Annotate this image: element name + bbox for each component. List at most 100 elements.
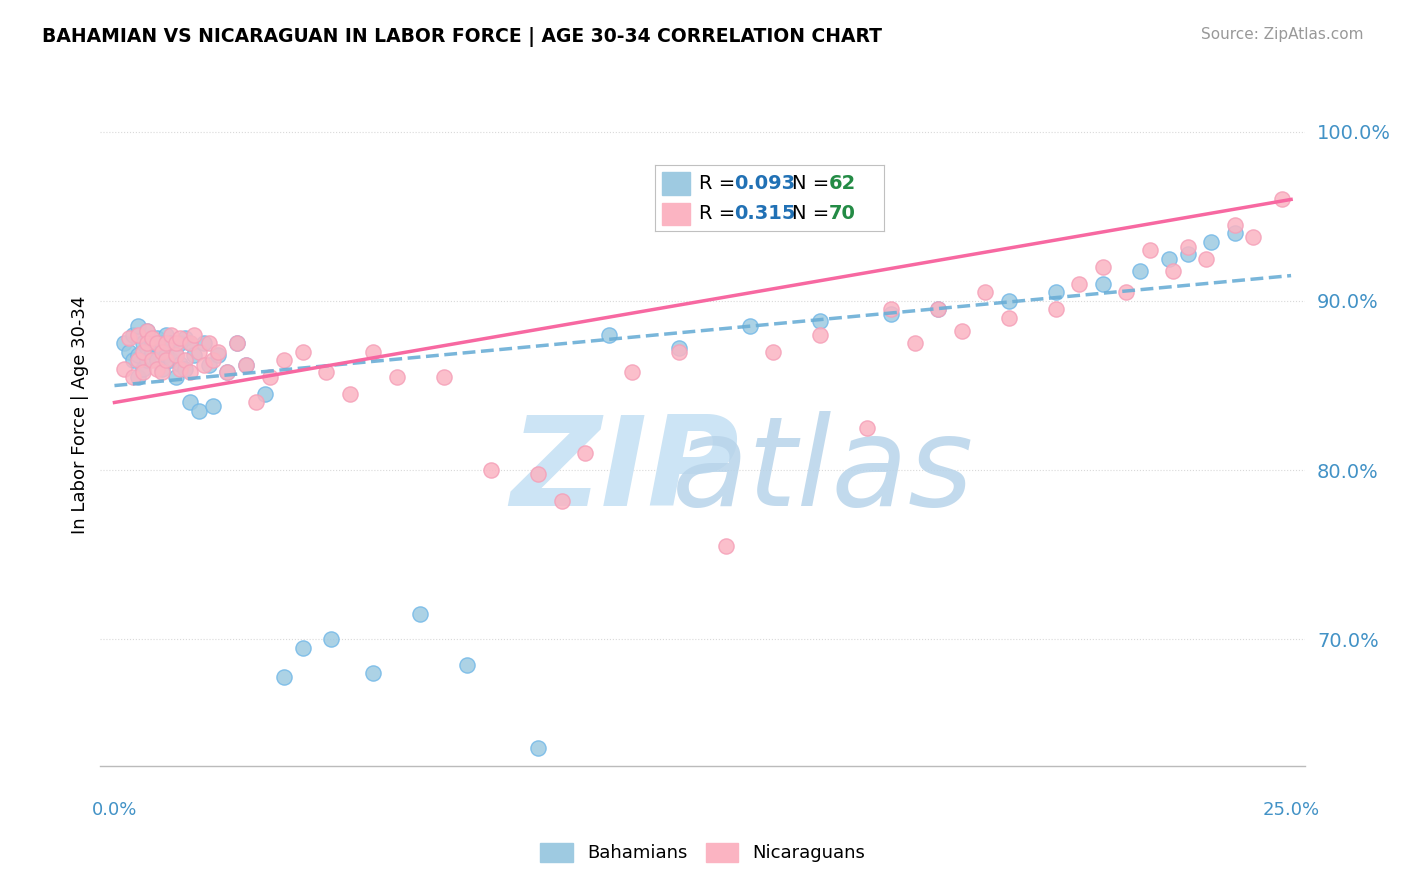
Point <box>131 361 153 376</box>
Point <box>160 327 183 342</box>
Point <box>409 607 432 621</box>
Point <box>598 327 620 342</box>
Point <box>315 365 337 379</box>
Point <box>1129 263 1152 277</box>
Point <box>165 370 187 384</box>
Point <box>127 319 149 334</box>
Text: atlas: atlas <box>672 411 974 532</box>
Point <box>254 387 277 401</box>
Point <box>1163 263 1185 277</box>
Legend: Bahamians, Nicaraguans: Bahamians, Nicaraguans <box>533 836 873 870</box>
Point <box>136 336 159 351</box>
Point <box>131 344 153 359</box>
Point <box>716 539 738 553</box>
Point <box>217 365 239 379</box>
Point <box>174 353 197 368</box>
Text: N =: N = <box>793 203 837 222</box>
Point <box>136 353 159 368</box>
Point <box>165 348 187 362</box>
Point <box>136 325 159 339</box>
Point <box>433 370 456 384</box>
Point <box>112 336 135 351</box>
Point <box>127 353 149 368</box>
Point <box>146 353 169 368</box>
Point <box>193 336 215 351</box>
Point <box>150 365 173 379</box>
Point <box>810 327 832 342</box>
Point <box>319 632 342 647</box>
Point <box>207 344 229 359</box>
Point <box>363 666 385 681</box>
Point <box>197 336 219 351</box>
Point <box>225 336 247 351</box>
Text: 0.0%: 0.0% <box>91 801 138 819</box>
Point <box>927 302 949 317</box>
Point <box>1199 235 1222 249</box>
Point <box>141 331 163 345</box>
Point <box>169 361 191 376</box>
Text: N =: N = <box>793 174 837 193</box>
Point <box>131 336 153 351</box>
Point <box>122 327 145 342</box>
Point <box>136 342 159 356</box>
Point <box>179 336 201 351</box>
Point <box>668 342 690 356</box>
Point <box>339 387 361 401</box>
Point <box>550 493 572 508</box>
Text: R =: R = <box>699 174 741 193</box>
Point <box>155 348 177 362</box>
Point <box>385 370 408 384</box>
Text: 70: 70 <box>830 203 856 222</box>
Point <box>1091 260 1114 274</box>
Point <box>155 327 177 342</box>
Point <box>150 336 173 351</box>
Text: ZIP: ZIP <box>510 411 738 532</box>
Point <box>155 336 177 351</box>
Point <box>141 336 163 351</box>
Point <box>456 657 478 672</box>
Point <box>245 395 267 409</box>
Point <box>122 370 145 384</box>
Point <box>997 293 1019 308</box>
Point <box>1223 227 1246 241</box>
Point <box>1091 277 1114 291</box>
Point <box>259 370 281 384</box>
Point <box>668 344 690 359</box>
Point <box>527 740 550 755</box>
Point <box>197 358 219 372</box>
Point <box>880 302 903 317</box>
Point <box>150 361 173 376</box>
Point <box>880 308 903 322</box>
Point <box>273 353 295 368</box>
Point <box>202 353 225 368</box>
Point <box>169 336 191 351</box>
Point <box>174 331 197 345</box>
Point <box>155 353 177 368</box>
Point <box>112 361 135 376</box>
Point <box>179 365 201 379</box>
Point <box>169 331 191 345</box>
Point <box>207 348 229 362</box>
Point <box>136 325 159 339</box>
Point <box>1069 277 1091 291</box>
Point <box>527 467 550 481</box>
Text: 62: 62 <box>830 174 856 193</box>
Text: 25.0%: 25.0% <box>1263 801 1320 819</box>
Point <box>179 336 201 351</box>
Point <box>146 331 169 345</box>
Point <box>974 285 997 300</box>
Point <box>202 399 225 413</box>
Y-axis label: In Labor Force | Age 30-34: In Labor Force | Age 30-34 <box>72 296 89 534</box>
Point <box>131 365 153 379</box>
Bar <box>662 202 689 226</box>
Text: BAHAMIAN VS NICARAGUAN IN LABOR FORCE | AGE 30-34 CORRELATION CHART: BAHAMIAN VS NICARAGUAN IN LABOR FORCE | … <box>42 27 882 46</box>
Point <box>193 358 215 372</box>
Point <box>188 344 211 359</box>
Point <box>1045 285 1067 300</box>
Point <box>273 670 295 684</box>
Point <box>762 344 785 359</box>
Point <box>1223 218 1246 232</box>
Point <box>1139 243 1161 257</box>
Point <box>141 353 163 368</box>
Point <box>363 344 385 359</box>
